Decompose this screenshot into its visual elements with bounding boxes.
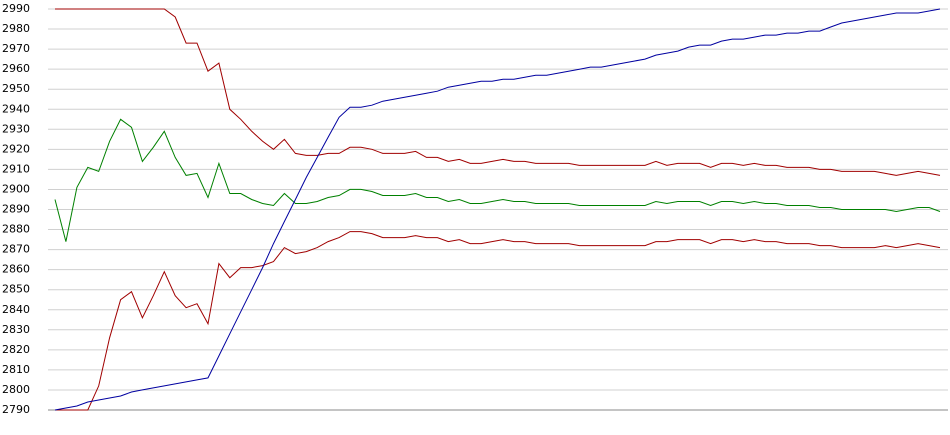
y-tick-label: 2810 bbox=[2, 363, 30, 376]
y-tick-label: 2800 bbox=[2, 383, 30, 396]
y-tick-label: 2930 bbox=[2, 122, 30, 135]
series-line bbox=[55, 8, 941, 176]
y-tick-label: 2890 bbox=[2, 203, 30, 216]
y-tick-label: 2820 bbox=[2, 343, 30, 356]
series-line bbox=[54, 8, 941, 411]
y-tick-label: 2790 bbox=[2, 403, 30, 416]
y-tick-label: 2860 bbox=[2, 263, 30, 276]
y-tick-label: 2910 bbox=[2, 162, 30, 175]
y-tick-label: 2900 bbox=[2, 182, 30, 195]
series-line bbox=[54, 118, 941, 242]
series-line bbox=[55, 231, 941, 411]
y-tick-label: 2850 bbox=[2, 283, 30, 296]
y-tick-label: 2840 bbox=[2, 303, 30, 316]
y-tick-label: 2830 bbox=[2, 323, 30, 336]
y-tick-label: 2920 bbox=[2, 142, 30, 155]
y-tick-label: 2940 bbox=[2, 102, 30, 115]
y-tick-label: 2950 bbox=[2, 82, 30, 95]
y-tick-label: 2980 bbox=[2, 22, 30, 35]
y-tick-label: 2960 bbox=[2, 62, 30, 75]
y-tick-label: 2990 bbox=[2, 2, 30, 15]
y-tick-label: 2880 bbox=[2, 223, 30, 236]
y-tick-label: 2870 bbox=[2, 243, 30, 256]
y-tick-label: 2970 bbox=[2, 42, 30, 55]
